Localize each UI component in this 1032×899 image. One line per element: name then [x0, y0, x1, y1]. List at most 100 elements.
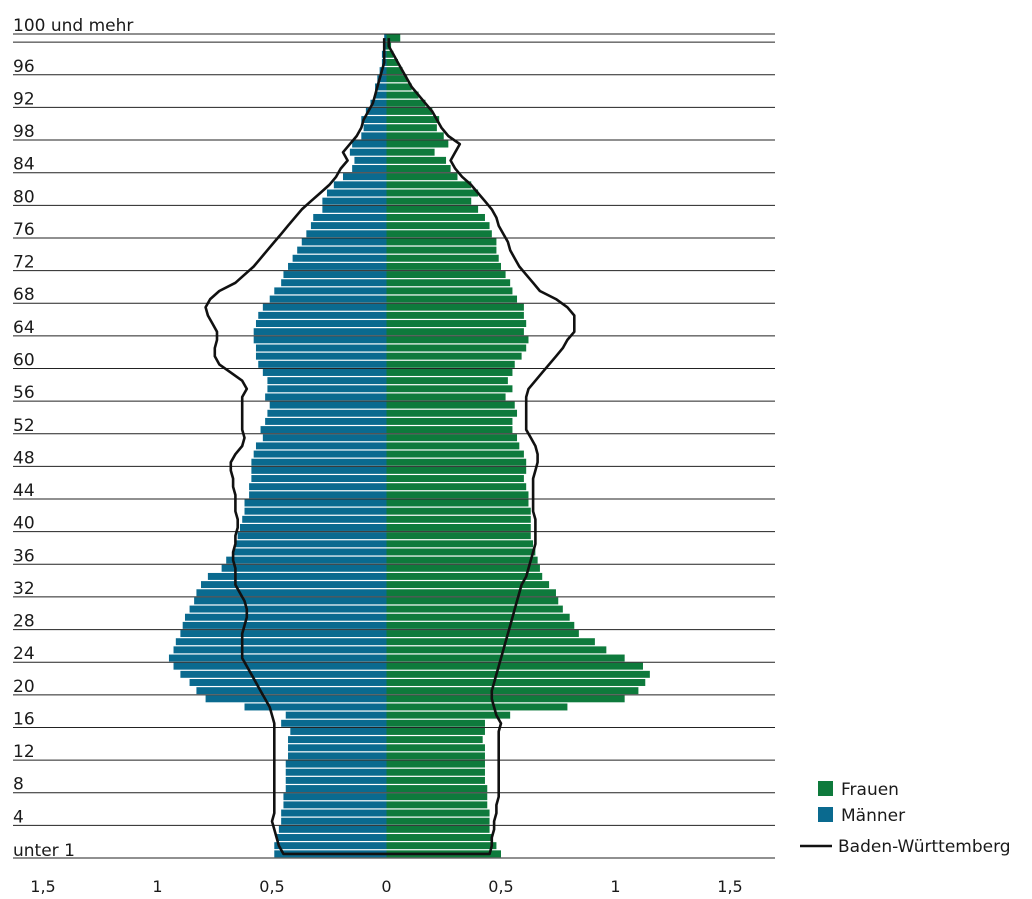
- bar-frauen: [386, 303, 524, 311]
- bar-maenner: [288, 744, 387, 752]
- bar-maenner: [281, 809, 387, 817]
- bar-maenner: [352, 165, 387, 172]
- bar-frauen: [386, 246, 497, 254]
- bar-frauen: [386, 768, 485, 776]
- bar-frauen: [386, 524, 531, 531]
- bar-frauen: [386, 458, 527, 466]
- bar-frauen: [386, 116, 440, 124]
- bar-frauen: [386, 711, 511, 719]
- legend-label-baden-wuerttemberg: Baden-Württemberg: [838, 837, 1011, 857]
- bar-frauen: [386, 491, 529, 499]
- bar-maenner: [265, 417, 387, 425]
- bar-frauen: [386, 507, 531, 515]
- gridlines: [13, 33, 775, 859]
- bar-maenner: [251, 466, 387, 474]
- bar-maenner: [267, 385, 387, 393]
- y-tick-label: 8: [13, 775, 24, 795]
- bar-frauen: [386, 368, 513, 376]
- bar-frauen: [386, 385, 513, 393]
- bar-frauen: [386, 793, 488, 801]
- y-tick-label: 100 und mehr: [13, 16, 133, 36]
- bar-maenner: [168, 654, 387, 662]
- bar-maenner: [283, 271, 387, 279]
- bar-frauen: [386, 515, 531, 523]
- y-tick-label: 16: [13, 709, 35, 729]
- bar-maenner: [194, 597, 387, 605]
- x-tick-label: 1,5: [30, 877, 55, 896]
- bar-frauen: [386, 58, 398, 66]
- bar-maenner: [235, 540, 387, 548]
- bar-maenner: [352, 140, 387, 148]
- bar-maenner: [326, 189, 387, 197]
- bar-maenner: [260, 426, 387, 434]
- bar-frauen: [386, 230, 492, 238]
- bar-frauen: [386, 630, 579, 638]
- bar-frauen: [386, 842, 497, 850]
- bar-maenner: [196, 589, 387, 597]
- y-tick-label: 60: [13, 350, 35, 370]
- bar-maenner: [267, 377, 387, 385]
- bar-maenner: [274, 287, 387, 295]
- bar-frauen: [386, 279, 511, 287]
- bar-maenner: [285, 776, 387, 784]
- bar-maenner: [297, 246, 387, 254]
- bar-frauen: [386, 646, 607, 654]
- bar-frauen: [386, 825, 490, 833]
- bar-maenner: [292, 254, 387, 262]
- bar-maenner: [281, 719, 387, 727]
- bar-frauen: [386, 271, 506, 279]
- bar-maenner: [237, 532, 387, 540]
- bar-maenner: [239, 524, 387, 531]
- bar-maenner: [251, 475, 387, 483]
- legend-label-maenner: Männer: [841, 806, 905, 826]
- bar-frauen: [386, 744, 485, 752]
- bar-maenner: [288, 752, 387, 760]
- bar-maenner: [253, 450, 387, 458]
- bar-frauen: [386, 262, 501, 270]
- bar-maenner: [205, 695, 387, 703]
- bar-frauen: [386, 572, 543, 580]
- bar-frauen: [386, 589, 556, 597]
- bar-maenner: [258, 311, 387, 319]
- bar-frauen: [386, 344, 527, 352]
- bar-maenner: [375, 83, 387, 91]
- bar-frauen: [386, 760, 485, 768]
- y-tick-label: 12: [13, 742, 35, 762]
- bar-frauen: [386, 132, 444, 140]
- bar-frauen: [386, 499, 529, 507]
- bar-frauen: [386, 254, 499, 262]
- bar-maenner: [201, 581, 387, 589]
- bar-frauen: [386, 336, 529, 344]
- x-tick-label: 1,5: [717, 877, 742, 896]
- bar-frauen: [386, 466, 527, 474]
- y-tick-label: 32: [13, 579, 35, 599]
- bar-maenner: [361, 132, 387, 140]
- bar-maenner: [189, 605, 387, 613]
- bar-maenner: [281, 279, 387, 287]
- bar-frauen: [386, 393, 506, 401]
- y-tick-labels: 100 und mehr9692988480767268646056524844…: [13, 16, 133, 861]
- bar-frauen: [386, 328, 524, 336]
- bar-maenner: [182, 621, 387, 629]
- y-tick-label: 56: [13, 383, 35, 403]
- bar-maenner: [288, 262, 387, 270]
- bar-frauen: [386, 181, 472, 189]
- bar-maenner: [333, 181, 387, 189]
- bar-frauen: [386, 67, 403, 75]
- y-tick-label: 44: [13, 481, 35, 501]
- y-tick-label: 72: [13, 253, 35, 273]
- bar-maenner: [370, 99, 387, 107]
- bar-frauen: [386, 776, 485, 784]
- bar-maenner: [173, 662, 387, 670]
- bar-maenner: [244, 703, 387, 711]
- bar-maenner: [175, 638, 387, 646]
- bar-maenner: [253, 336, 387, 344]
- bar-maenner: [290, 727, 387, 735]
- baden-wuerttemberg-line: [204, 38, 576, 856]
- bar-frauen: [386, 205, 479, 213]
- bar-maenner: [180, 670, 387, 678]
- bar-frauen: [386, 360, 515, 368]
- bar-frauen: [386, 662, 643, 670]
- y-tick-label: 76: [13, 220, 35, 240]
- bar-maenner: [207, 572, 387, 580]
